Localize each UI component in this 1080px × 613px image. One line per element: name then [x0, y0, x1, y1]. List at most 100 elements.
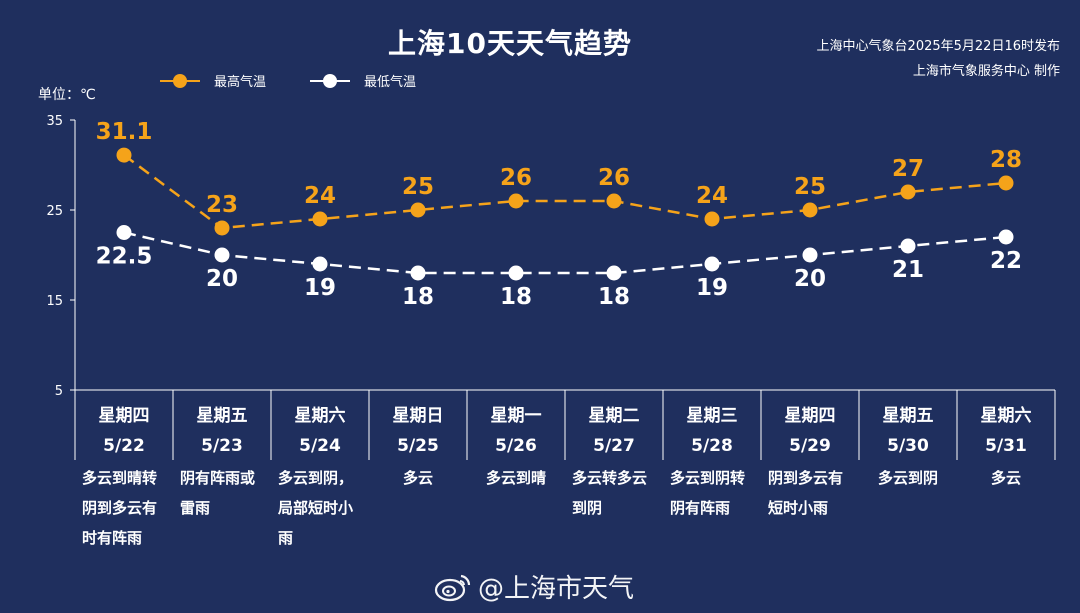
unit-label: 单位：℃ [38, 87, 96, 103]
high-temp-point [116, 147, 132, 163]
x-weekday-label: 星期二 [589, 406, 640, 426]
low-temp-data-label: 18 [598, 284, 630, 310]
legend: 最高气温 最低气温 [160, 74, 416, 90]
high-temp-line [123, 154, 1007, 230]
low-temp-data-label: 22.5 [96, 244, 153, 270]
low-temp-point [214, 247, 230, 263]
low-temp-data-label: 19 [304, 275, 336, 301]
low-temp-line [123, 231, 1007, 275]
issuer-info: 上海中心气象台2025年5月22日16时发布 上海市气象服务中心 制作 [817, 34, 1060, 84]
x-date-label: 5/24 [299, 436, 341, 456]
high-temp-data-label: 24 [696, 183, 728, 209]
x-date-label: 5/31 [985, 436, 1027, 456]
weather-desc-line: 多云 [403, 469, 433, 487]
weather-desc-line: 多云到阴转 [670, 469, 745, 487]
high-temp-point [312, 211, 328, 227]
high-temp-point [410, 202, 426, 218]
x-weekday-label: 星期四 [785, 406, 836, 426]
high-temp-point [900, 184, 916, 200]
x-weekday-label: 星期四 [99, 406, 150, 426]
x-date-label: 5/26 [495, 436, 537, 456]
x-date-label: 5/27 [593, 436, 635, 456]
weather-desc-line: 多云到阴， [278, 469, 353, 487]
watermark-text: @上海市天气 [478, 574, 635, 604]
series-lines [123, 154, 1007, 275]
high-temp-data-label: 26 [598, 165, 630, 191]
x-weekday-label: 星期一 [491, 406, 542, 426]
weather-desc-line: 时有阵雨 [82, 529, 142, 547]
low-temp-data-label: 18 [402, 284, 434, 310]
x-weekday-label: 星期六 [981, 405, 1032, 426]
x-weekday-label: 星期五 [883, 406, 934, 426]
weather-desc-line: 阴有阵雨或 [180, 469, 255, 487]
high-temp-data-label: 23 [206, 192, 238, 218]
legend-low-marker [323, 74, 337, 88]
low-temp-point [900, 238, 916, 254]
weather-desc-line: 短时小雨 [768, 499, 828, 517]
low-temp-data-label: 20 [794, 266, 826, 292]
low-temp-data-label: 19 [696, 275, 728, 301]
x-weekday-label: 星期三 [687, 406, 738, 426]
weather-desc-line: 多云到晴 [486, 469, 546, 487]
high-temp-point [214, 220, 230, 236]
chart-title: 上海10天天气趋势 [388, 27, 632, 60]
legend-low-label: 最低气温 [364, 74, 416, 90]
high-temp-point [998, 175, 1014, 191]
low-temp-data-label: 20 [206, 266, 238, 292]
low-temp-point [802, 247, 818, 263]
high-temp-data-label: 26 [500, 165, 532, 191]
x-date-label: 5/28 [691, 436, 733, 456]
low-temp-data-label: 18 [500, 284, 532, 310]
weather-desc-line: 雨 [278, 529, 293, 547]
data-labels: 31.1 23 24 25 26 26 24 25 27 28 22.5 20 19 18 18 18 19 20… [96, 119, 1022, 310]
x-date-label: 5/29 [789, 436, 831, 456]
weather-desc-line: 到阴 [572, 499, 602, 517]
weather-desc-line: 雷雨 [180, 499, 210, 517]
low-temp-data-label: 21 [892, 257, 924, 283]
series-points [116, 147, 1014, 281]
low-temp-data-label: 22 [990, 248, 1022, 274]
x-date-label: 5/25 [397, 436, 439, 456]
weather-desc-line: 多云转多云 [572, 469, 647, 487]
weather-desc-line: 多云到晴转 [82, 469, 157, 487]
high-temp-data-label: 25 [794, 174, 826, 200]
low-temp-point [704, 256, 720, 272]
x-date-label: 5/22 [103, 436, 145, 456]
high-temp-data-label: 31.1 [96, 119, 153, 145]
y-tick-label: 25 [46, 204, 63, 219]
x-axis-cells: 星期四5/22多云到晴转阴到多云有时有阵雨星期五5/23阴有阵雨或雷雨星期六5/… [74, 390, 1056, 547]
low-temp-point [606, 265, 622, 281]
x-weekday-label: 星期六 [295, 405, 346, 426]
high-temp-point [508, 193, 524, 209]
x-weekday-label: 星期日 [393, 406, 444, 426]
issuer-line-2: 上海市气象服务中心 制作 [912, 64, 1060, 79]
low-temp-point [508, 265, 524, 281]
weibo-icon [434, 574, 471, 601]
x-weekday-label: 星期五 [197, 406, 248, 426]
y-tick-label: 5 [55, 384, 63, 399]
high-temp-data-label: 28 [990, 147, 1022, 173]
legend-high-marker [173, 74, 187, 88]
y-tick-label: 35 [46, 114, 63, 129]
y-tick-label: 15 [46, 294, 63, 309]
low-temp-point [116, 225, 132, 240]
legend-high-label: 最高气温 [214, 74, 266, 90]
weather-desc-line: 阴到多云有 [768, 469, 843, 487]
weather-desc-line: 阴到多云有 [82, 499, 157, 517]
high-temp-point [606, 193, 622, 209]
high-temp-point [802, 202, 818, 218]
high-temp-data-label: 25 [402, 174, 434, 200]
weather-desc-line: 多云 [991, 469, 1021, 487]
weather-desc-line: 阴有阵雨 [670, 499, 730, 517]
weather-desc-line: 多云到阴 [878, 469, 938, 487]
low-temp-point [312, 256, 328, 272]
watermark: @上海市天气 [434, 568, 634, 605]
weather-desc-line: 局部短时小 [277, 499, 353, 517]
issuer-line-1: 上海中心气象台2025年5月22日16时发布 [816, 39, 1060, 54]
high-temp-data-label: 27 [892, 156, 924, 182]
low-temp-point [998, 229, 1014, 245]
low-temp-point [410, 265, 426, 281]
high-temp-data-label: 24 [304, 183, 336, 209]
